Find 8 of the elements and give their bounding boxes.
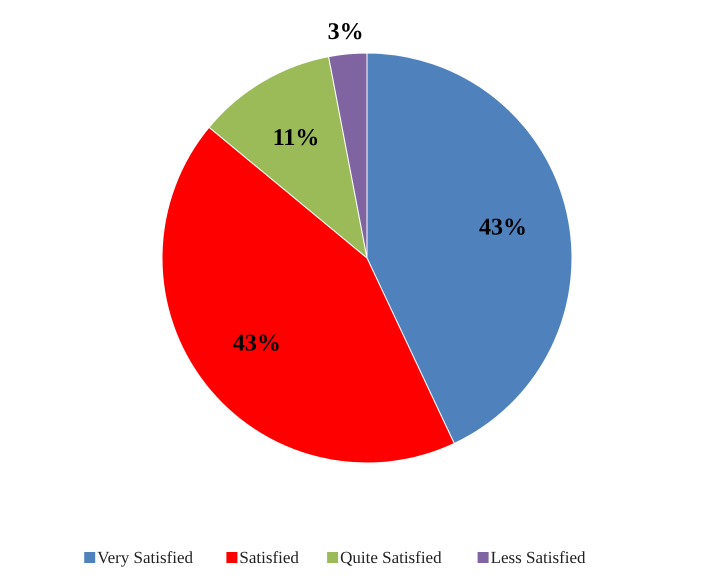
- legend-label: Satisfied: [239, 548, 300, 567]
- legend-label: Quite Satisfied: [340, 548, 442, 567]
- legend-label: Very Satisfied: [97, 548, 194, 567]
- data-label: 43%: [479, 214, 528, 241]
- data-label: 43%: [232, 330, 281, 356]
- legend-label: Less Satisfied: [490, 548, 586, 567]
- data-label: 3%: [328, 19, 364, 46]
- data-label: 11%: [272, 125, 320, 152]
